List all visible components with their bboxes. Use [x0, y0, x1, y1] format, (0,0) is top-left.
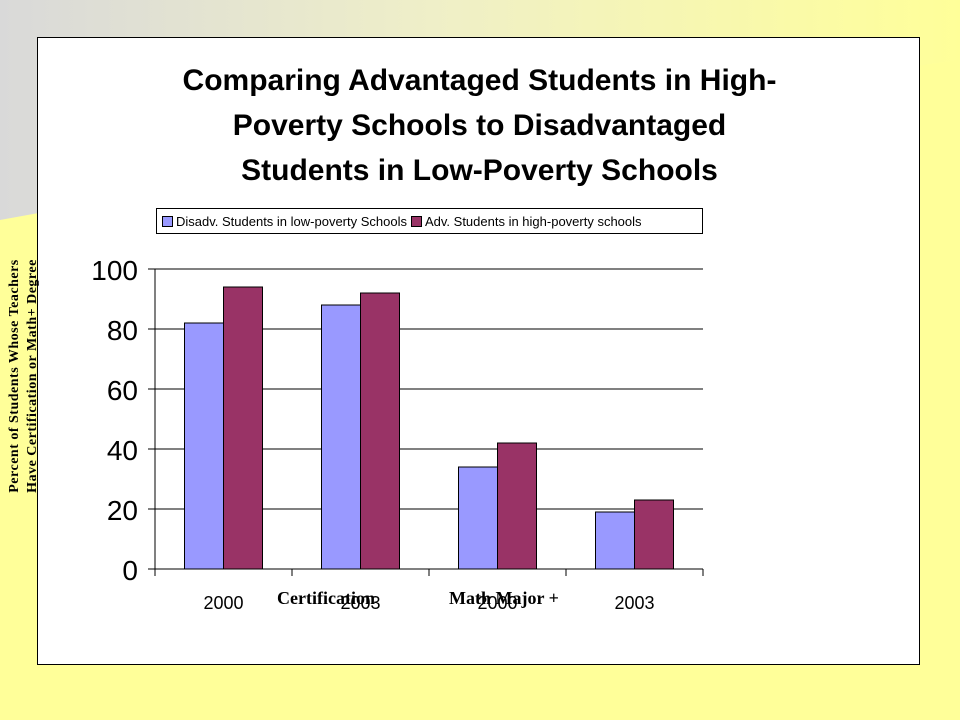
bar-series-1: [595, 511, 635, 570]
legend-label: Disadv. Students in low-poverty Schools: [176, 213, 407, 229]
group-label-certification: Certification: [277, 588, 375, 608]
group-label-math-major: Math Major +: [449, 588, 559, 608]
chart-title-line: Students in Low-Poverty Schools: [241, 154, 718, 187]
chart-title: Comparing Advantaged Students in High- P…: [38, 58, 921, 193]
y-tick-label: 80: [107, 315, 138, 346]
y-tick-label: 20: [107, 495, 138, 526]
x-tick-label: 2000: [477, 593, 517, 613]
legend-item: Adv. Students in high-poverty schools: [410, 213, 642, 229]
chart-legend: Disadv. Students in low-poverty Schools …: [156, 208, 703, 234]
bar-series-1: [321, 304, 361, 570]
bar-series-1: [184, 322, 224, 570]
bar-series-2: [497, 442, 537, 570]
x-tick-label: 2003: [340, 593, 380, 613]
x-tick-label: 2000: [203, 593, 243, 613]
y-tick-label: 0: [122, 555, 138, 586]
legend-item: Disadv. Students in low-poverty Schools: [162, 214, 407, 229]
chart-title-line: Comparing Advantaged Students in High-: [182, 64, 777, 97]
legend-swatch-series-2: [410, 215, 422, 227]
chart-title-line: Poverty Schools to Disadvantaged: [232, 109, 727, 142]
legend-swatch-series-1: [162, 215, 173, 227]
y-tick-label: 100: [91, 255, 138, 286]
bar-series-1: [458, 466, 498, 570]
bar-series-2: [634, 499, 674, 570]
y-tick-label: 40: [107, 435, 138, 466]
bar-series-2: [360, 292, 400, 570]
y-tick-label: 60: [107, 375, 138, 406]
bar-series-2: [223, 286, 263, 570]
x-tick-label: 2003: [614, 593, 654, 613]
legend-label: Adv. Students in high-poverty schools: [424, 213, 642, 229]
